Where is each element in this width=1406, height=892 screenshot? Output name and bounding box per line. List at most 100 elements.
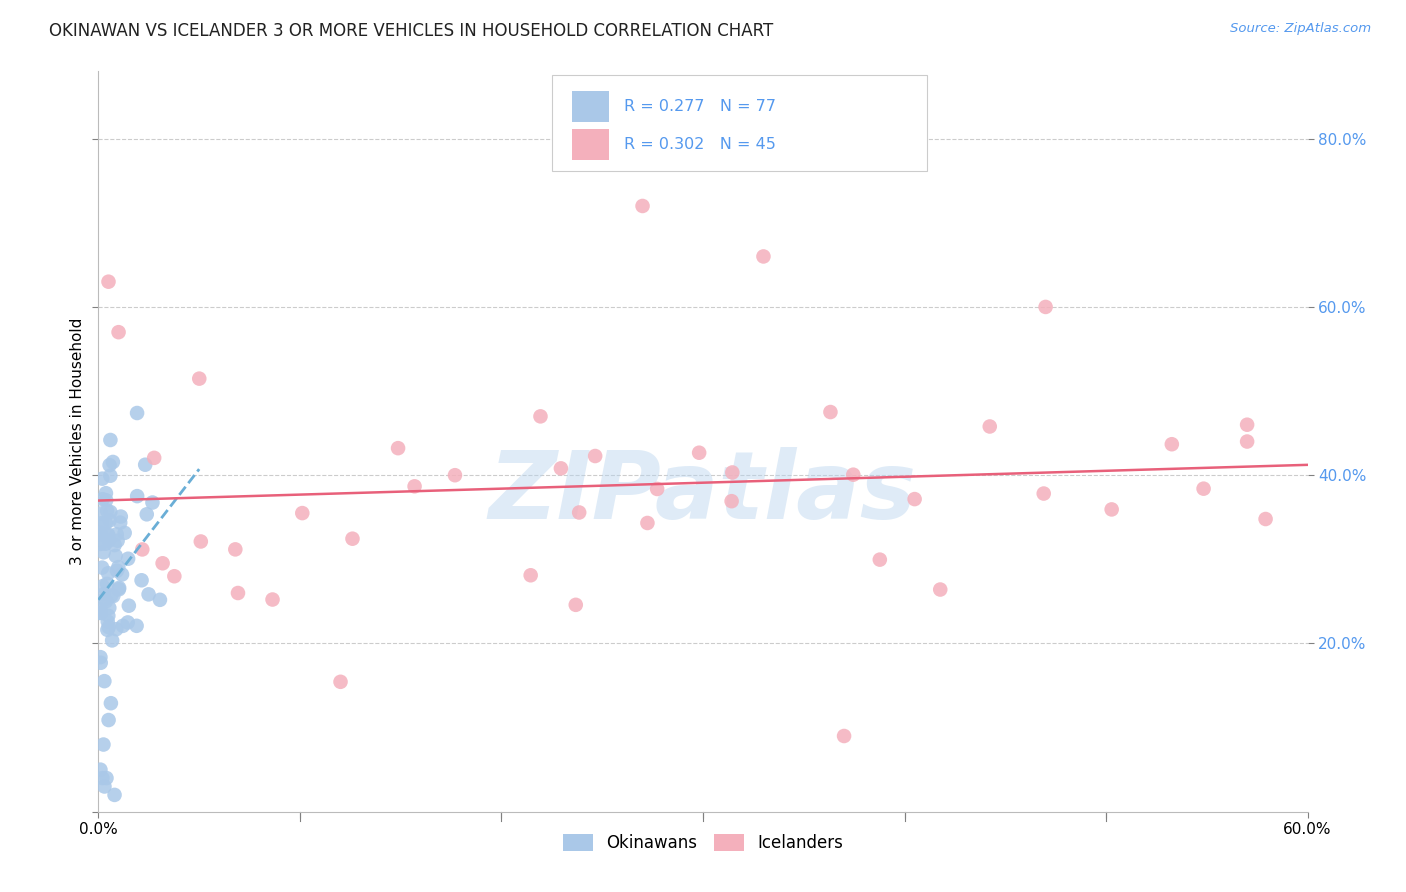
Point xyxy=(131,574,153,588)
Point xyxy=(108,516,131,530)
Point xyxy=(224,542,246,557)
Point xyxy=(101,455,124,469)
Point xyxy=(110,509,132,524)
Point xyxy=(105,622,128,636)
Point xyxy=(96,771,118,785)
Bar xyxy=(572,91,609,121)
Text: OKINAWAN VS ICELANDER 3 OR MORE VEHICLES IN HOUSEHOLD CORRELATION CHART: OKINAWAN VS ICELANDER 3 OR MORE VEHICLES… xyxy=(49,22,773,40)
Point xyxy=(134,458,156,472)
Point xyxy=(91,579,114,593)
Point xyxy=(636,516,658,530)
Point xyxy=(188,371,211,385)
Point xyxy=(100,433,122,447)
Point xyxy=(89,537,111,551)
Point xyxy=(96,504,118,518)
Point xyxy=(105,564,128,578)
Point xyxy=(97,566,120,581)
Point xyxy=(820,405,842,419)
Point xyxy=(141,495,163,509)
Point xyxy=(929,582,952,597)
Point xyxy=(869,552,891,566)
Point xyxy=(89,763,111,777)
Point xyxy=(97,615,120,629)
Point xyxy=(100,589,122,603)
Point xyxy=(91,560,114,574)
Point xyxy=(565,598,588,612)
Point xyxy=(90,516,112,531)
Point xyxy=(1236,417,1258,432)
Point xyxy=(127,489,149,503)
Point xyxy=(163,569,186,583)
Point xyxy=(89,527,111,541)
Point xyxy=(117,551,139,566)
Point xyxy=(519,568,541,582)
Point xyxy=(550,461,572,475)
Point xyxy=(91,771,114,785)
Point xyxy=(93,592,115,607)
Point xyxy=(262,592,284,607)
Point xyxy=(93,587,115,601)
Point xyxy=(404,479,426,493)
Point xyxy=(138,587,160,601)
Point xyxy=(291,506,314,520)
Point xyxy=(688,446,710,460)
Point xyxy=(1101,502,1123,516)
Point xyxy=(114,525,136,540)
Point xyxy=(1160,437,1182,451)
Point xyxy=(720,494,742,508)
Point xyxy=(143,450,166,465)
Legend: Okinawans, Icelanders: Okinawans, Icelanders xyxy=(557,828,849,859)
Point xyxy=(97,527,120,541)
Point xyxy=(96,577,118,591)
Point xyxy=(100,696,122,710)
Point xyxy=(89,525,111,540)
Point xyxy=(93,780,115,794)
Point xyxy=(98,513,121,527)
Point xyxy=(103,589,125,603)
Point xyxy=(93,674,115,689)
Point xyxy=(568,506,591,520)
Point xyxy=(226,586,249,600)
Point xyxy=(979,419,1001,434)
Point xyxy=(111,567,134,582)
Point xyxy=(117,615,139,630)
Point xyxy=(94,537,117,551)
Point xyxy=(93,545,115,559)
Y-axis label: 3 or more Vehicles in Household: 3 or more Vehicles in Household xyxy=(69,318,84,566)
Point xyxy=(1035,300,1057,314)
Point xyxy=(90,656,112,670)
Point xyxy=(125,619,148,633)
Bar xyxy=(572,129,609,161)
Point xyxy=(631,199,654,213)
Point xyxy=(111,619,134,633)
Point xyxy=(104,538,127,552)
Point xyxy=(97,620,120,634)
Point xyxy=(93,738,115,752)
Point xyxy=(98,458,121,472)
Point xyxy=(904,492,927,507)
Point xyxy=(645,482,668,496)
Point xyxy=(97,275,120,289)
Text: R = 0.302   N = 45: R = 0.302 N = 45 xyxy=(624,137,776,153)
Point xyxy=(752,249,775,264)
Point xyxy=(101,633,124,648)
Point xyxy=(444,468,467,483)
Point xyxy=(103,788,125,802)
Point xyxy=(98,600,121,615)
Text: ZIPatlas: ZIPatlas xyxy=(489,448,917,540)
Point xyxy=(94,594,117,608)
Point xyxy=(583,449,606,463)
Point xyxy=(842,467,865,482)
Point xyxy=(1192,482,1215,496)
Point xyxy=(107,560,129,574)
Point xyxy=(94,516,117,530)
Point xyxy=(91,492,114,507)
Point xyxy=(1236,434,1258,449)
Point xyxy=(108,581,131,595)
Point xyxy=(89,650,111,665)
Point xyxy=(387,441,409,455)
Point xyxy=(97,533,120,548)
Point xyxy=(107,533,129,548)
Text: Source: ZipAtlas.com: Source: ZipAtlas.com xyxy=(1230,22,1371,36)
Point xyxy=(529,409,551,424)
